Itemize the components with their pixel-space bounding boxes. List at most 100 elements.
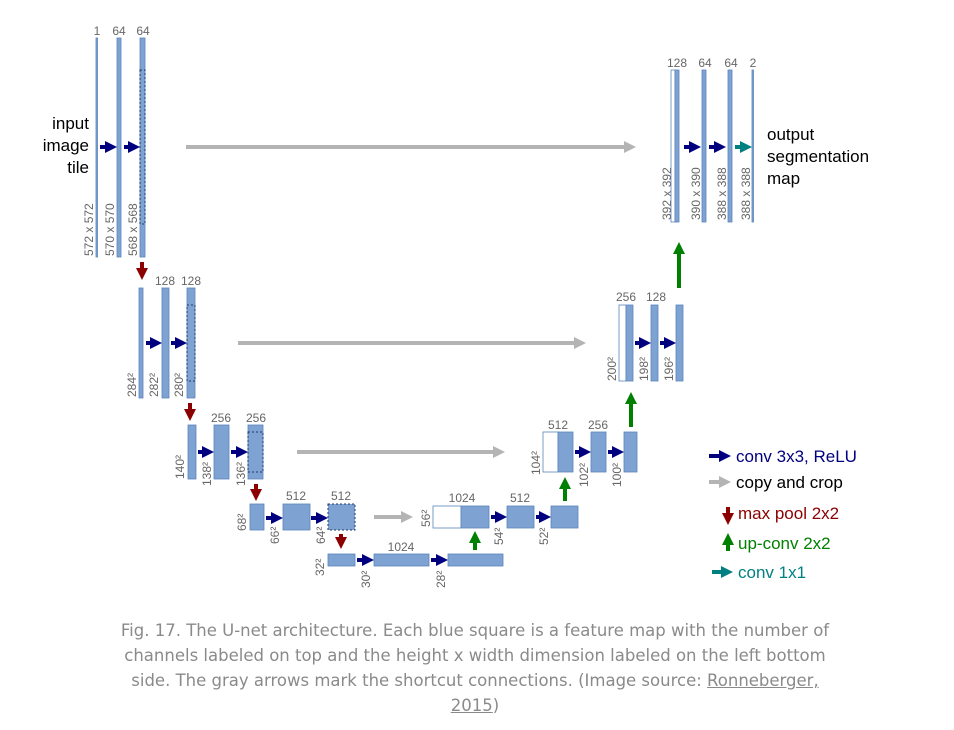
dim-label: 282² [147, 373, 161, 397]
channel-label: 1024 [388, 540, 415, 554]
copied-feature-map [542, 431, 559, 473]
channel-label: 128 [181, 274, 201, 288]
feature-map [506, 505, 535, 529]
feature-map [590, 431, 607, 473]
channel-label: 128 [646, 290, 666, 304]
dim-label: 30² [359, 571, 373, 588]
cropped-region [139, 69, 146, 225]
feature-map [187, 424, 197, 480]
dim-label: 198² [637, 357, 651, 381]
figure-caption: Fig. 17. The U-net architecture. Each bl… [110, 618, 840, 718]
channel-label: 256 [588, 418, 608, 432]
channel-label: 128 [667, 56, 687, 70]
channel-label: 512 [510, 491, 530, 505]
dim-label: 388 x 388 [739, 167, 753, 220]
channel-label: 1024 [449, 491, 476, 505]
channel-label: 1 [94, 24, 101, 38]
dim-label: 284² [125, 373, 139, 397]
feature-map [249, 503, 265, 531]
channel-label: 512 [331, 489, 351, 503]
feature-map [623, 431, 638, 473]
dim-label: 392 x 392 [660, 167, 674, 220]
dim-label: 32² [313, 559, 327, 576]
feature-map [460, 505, 490, 529]
channel-label: 64 [724, 56, 738, 70]
level-4-right: 1024 512 56² 54² 52² [419, 477, 579, 545]
dim-label: 196² [662, 357, 676, 381]
input-label-line: tile [67, 158, 89, 177]
skip-connections [186, 141, 636, 523]
output-map [751, 69, 754, 223]
dim-label: 570 x 570 [103, 203, 117, 256]
output-label-line: output [767, 125, 815, 144]
channel-label: 256 [616, 290, 636, 304]
dim-label: 568 x 568 [126, 203, 140, 256]
feature-map [138, 287, 144, 399]
dim-label: 140² [173, 455, 187, 479]
dim-label: 388 x 388 [715, 167, 729, 220]
level-1-right: 128 64 64 2 392 x 392 390 x 390 388 x 38… [660, 56, 869, 223]
feature-map [701, 69, 707, 223]
channel-label: 512 [548, 418, 568, 432]
dim-label: 54² [492, 528, 506, 545]
dim-label: 102² [577, 463, 591, 487]
channel-label: 256 [246, 411, 266, 425]
cropped-region [186, 304, 196, 382]
dim-label: 572 x 572 [82, 203, 96, 256]
output-label-line: map [767, 169, 800, 188]
legend-conv-label: conv 3x3, ReLU [736, 447, 857, 466]
dim-label: 136² [234, 462, 248, 486]
channel-label: 512 [286, 489, 306, 503]
dim-label: 104² [529, 451, 543, 475]
dim-label: 56² [419, 510, 433, 527]
dim-label: 28² [434, 571, 448, 588]
source-link[interactable]: Ronneberger, 2015 [450, 671, 819, 715]
feature-map [95, 37, 98, 258]
cropped-region [247, 431, 264, 473]
legend-copy-label: copy and crop [736, 473, 843, 492]
channel-label: 64 [112, 24, 126, 38]
channel-label: 256 [211, 411, 231, 425]
feature-map [674, 69, 680, 223]
feature-map [327, 503, 356, 531]
feature-map [675, 304, 684, 382]
feature-map [282, 503, 311, 531]
feature-map [327, 553, 356, 567]
dim-label: 100² [610, 463, 624, 487]
legend: conv 3x3, ReLU copy and crop max pool 2x… [709, 447, 857, 582]
output-label-line: segmentation [767, 147, 869, 166]
level-4-left: 512 512 68² 66² 64² [235, 489, 356, 549]
feature-map [650, 304, 659, 382]
feature-map [116, 37, 122, 258]
feature-map [161, 287, 170, 399]
feature-map [550, 505, 579, 529]
feature-map [213, 424, 230, 480]
caption-text: Fig. 17. The U-net architecture. Each bl… [120, 621, 830, 690]
feature-map [557, 431, 574, 473]
caption-end: ) [492, 696, 500, 715]
channel-label: 2 [750, 56, 757, 70]
channel-label: 128 [155, 274, 175, 288]
legend-pool-label: max pool 2x2 [738, 504, 839, 523]
input-label-line: image [43, 136, 89, 155]
dim-label: 280² [172, 373, 186, 397]
level-2-right: 256 128 200² 198² 196² [605, 242, 685, 382]
dim-label: 68² [235, 514, 249, 531]
feature-map [447, 553, 504, 567]
feature-map [625, 304, 634, 382]
feature-map [373, 553, 430, 567]
legend-conv1x1-label: conv 1x1 [738, 563, 806, 582]
copied-feature-map [618, 304, 627, 382]
level-3-right: 512 256 104² 102² 100² [529, 392, 638, 487]
unet-diagram: 1 64 64 572 x 572 570 x 570 568 x 568 in… [43, 24, 869, 588]
dim-label: 200² [605, 357, 619, 381]
dim-label: 64² [314, 527, 328, 544]
legend-upconv-label: up-conv 2x2 [738, 534, 831, 553]
input-label-line: input [52, 114, 89, 133]
dim-label: 66² [268, 527, 282, 544]
level-5-bottom: 1024 32² 30² 28² [313, 531, 504, 588]
level-1-left: 1 64 64 572 x 572 570 x 570 568 x 568 in… [43, 24, 150, 280]
copied-feature-map [432, 505, 462, 529]
level-3-left: 256 256 140² 138² 136² [173, 411, 266, 501]
dim-label: 52² [537, 528, 551, 545]
